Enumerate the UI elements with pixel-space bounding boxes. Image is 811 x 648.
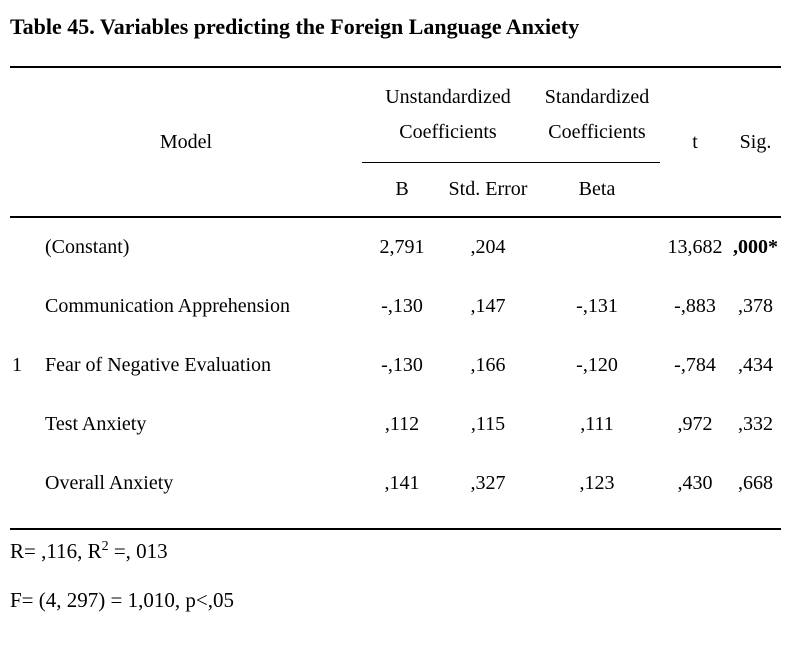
r-squared-note: R= ,116, R2 =, 013 [0, 539, 811, 564]
cell-sig: ,378 [738, 295, 773, 317]
column-header-standardized-coefficients: Standardized Coefficients [544, 86, 650, 143]
cell-std-error: ,115 [470, 413, 506, 435]
column-header-unstandardized-coefficients: Unstandardized Coefficients [385, 86, 511, 143]
cell-t: -,883 [674, 295, 716, 317]
cell-std-error: ,166 [470, 354, 506, 376]
table-header: Model Unstandardized Coefficients Standa… [10, 68, 781, 216]
cell-b: ,141 [384, 472, 420, 494]
cell-beta [534, 218, 660, 277]
cell-sig: ,434 [738, 354, 773, 376]
column-header-t: t [692, 130, 698, 153]
cell-beta: ,111 [580, 413, 614, 435]
cell-predictor: Overall Anxiety [45, 472, 174, 494]
cell-beta: -,120 [576, 354, 618, 376]
regression-table: Model Unstandardized Coefficients Standa… [10, 66, 781, 530]
cell-std-error: ,327 [470, 472, 506, 494]
table-body: (Constant) 2,791 ,204 13,682 ,000* Commu… [10, 218, 781, 513]
table-row: Communication Apprehension -,130 ,147 -,… [10, 277, 781, 336]
cell-t: ,972 [677, 413, 713, 435]
cell-predictor: (Constant) [45, 236, 130, 258]
model-number-cell: 1 [12, 354, 22, 376]
r-note-superscript: 2 [101, 539, 109, 554]
column-header-std-error: Std. Error [448, 178, 528, 200]
cell-sig: ,668 [738, 472, 773, 494]
table-row: 1 Fear of Negative Evaluation -,130 ,166… [10, 336, 781, 395]
cell-predictor: Fear of Negative Evaluation [45, 354, 272, 376]
cell-b: -,130 [381, 295, 423, 317]
r-note-prefix: R= ,116, R [10, 539, 102, 563]
model-number-cell [10, 454, 40, 513]
column-header-model: Model [159, 130, 213, 153]
cell-sig: ,000* [733, 236, 778, 258]
cell-beta: ,123 [579, 472, 615, 494]
cell-t: -,784 [674, 354, 716, 376]
table-row: Overall Anxiety ,141 ,327 ,123 ,430 ,668 [10, 454, 781, 513]
model-number-cell [10, 277, 40, 336]
cell-sig: ,332 [738, 413, 773, 435]
cell-b: 2,791 [379, 236, 425, 258]
f-statistic-note: F= (4, 297) = 1,010, p<,05 [10, 588, 234, 612]
table-row: Test Anxiety ,112 ,115 ,111 ,972 ,332 [10, 395, 781, 454]
table-rule-top [10, 66, 781, 68]
table-rule-bottom [10, 528, 781, 530]
cell-predictor: Communication Apprehension [45, 295, 290, 317]
cell-std-error: ,204 [470, 236, 506, 258]
cell-std-error: ,147 [470, 295, 506, 317]
model-number-cell [10, 395, 40, 454]
r-note-suffix: =, 013 [108, 539, 168, 563]
model-number-cell [10, 218, 40, 277]
column-header-b: B [395, 178, 409, 200]
cell-t: ,430 [677, 472, 713, 494]
table-rule-header-bottom [10, 216, 781, 218]
cell-t: 13,682 [667, 236, 723, 258]
cell-beta: -,131 [576, 295, 618, 317]
coefficients-subheader-rule [362, 162, 660, 163]
table-row: (Constant) 2,791 ,204 13,682 ,000* [10, 218, 781, 277]
cell-b: -,130 [381, 354, 423, 376]
cell-b: ,112 [384, 413, 420, 435]
cell-predictor: Test Anxiety [45, 413, 147, 435]
table-caption: Table 45. Variables predicting the Forei… [10, 14, 580, 39]
column-header-sig: Sig. [739, 130, 772, 153]
column-header-beta: Beta [578, 178, 616, 200]
